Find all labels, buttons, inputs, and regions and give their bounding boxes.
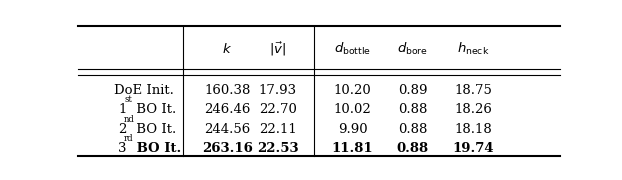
Text: 18.18: 18.18 [454,123,492,136]
Text: 10.20: 10.20 [333,84,371,97]
Text: 244.56: 244.56 [204,123,250,136]
Text: 10.02: 10.02 [333,103,371,116]
Text: $k$: $k$ [222,42,232,56]
Text: 22.53: 22.53 [257,142,299,155]
Text: BO It.: BO It. [132,103,177,116]
Text: DoE Init.: DoE Init. [114,84,174,97]
Text: 1: 1 [118,103,126,116]
Text: 0.88: 0.88 [397,142,429,155]
Text: 0.88: 0.88 [398,103,427,116]
Text: rd: rd [124,134,134,143]
Text: 11.81: 11.81 [332,142,373,155]
Text: 0.89: 0.89 [398,84,427,97]
Text: 9.90: 9.90 [338,123,368,136]
Text: nd: nd [124,115,135,124]
Text: 263.16: 263.16 [202,142,253,155]
Text: 3: 3 [118,142,126,155]
Text: $d_{\mathrm{bore}}$: $d_{\mathrm{bore}}$ [397,41,429,57]
Text: $h_{\mathrm{neck}}$: $h_{\mathrm{neck}}$ [457,41,490,57]
Text: 246.46: 246.46 [204,103,251,116]
Text: 17.93: 17.93 [259,84,297,97]
Text: 22.70: 22.70 [259,103,297,116]
Text: BO It.: BO It. [132,142,182,155]
Text: 2: 2 [118,123,126,136]
Text: $|\vec{v}|$: $|\vec{v}|$ [269,41,286,58]
Text: 18.75: 18.75 [454,84,492,97]
Text: st: st [124,95,132,104]
Text: BO It.: BO It. [132,123,177,136]
Text: 0.88: 0.88 [398,123,427,136]
Text: 19.74: 19.74 [452,142,494,155]
Text: 160.38: 160.38 [204,84,251,97]
Text: 22.11: 22.11 [259,123,297,136]
Text: 18.26: 18.26 [454,103,492,116]
Text: $d_{\mathrm{bottle}}$: $d_{\mathrm{bottle}}$ [334,41,371,57]
